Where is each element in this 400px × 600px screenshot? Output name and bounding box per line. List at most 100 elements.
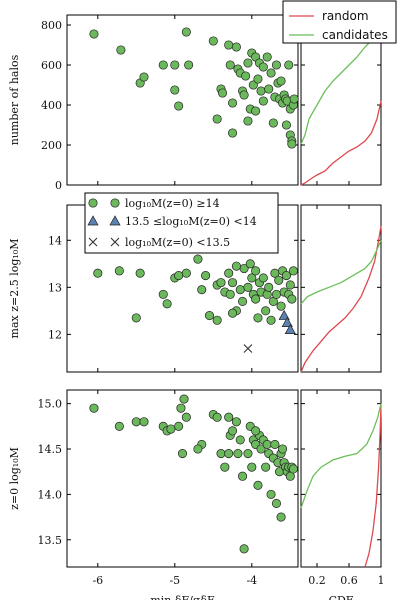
data-point bbox=[276, 76, 286, 86]
cdf-candidates-line bbox=[300, 240, 382, 305]
data-point bbox=[258, 96, 268, 106]
data-point bbox=[248, 80, 258, 90]
data-point bbox=[262, 52, 272, 62]
data-point bbox=[247, 273, 257, 283]
data-point bbox=[114, 421, 124, 431]
data-point bbox=[201, 271, 211, 281]
data-point bbox=[238, 471, 248, 481]
data-point bbox=[287, 139, 297, 149]
data-point bbox=[193, 444, 203, 454]
data-point bbox=[158, 289, 168, 299]
data-point bbox=[258, 273, 268, 283]
data-point bbox=[231, 42, 241, 52]
data-point bbox=[212, 315, 222, 325]
data-point bbox=[177, 448, 188, 459]
data-point bbox=[181, 27, 191, 37]
y-tick-label: 12 bbox=[48, 328, 62, 341]
data-point bbox=[261, 306, 271, 316]
legend-mass-label: log₁₀M(z=0) <13.5 bbox=[125, 236, 230, 249]
data-point bbox=[135, 268, 145, 278]
legend-cdf bbox=[282, 0, 397, 44]
data-point bbox=[170, 85, 180, 95]
y-tick-label: 14 bbox=[48, 234, 62, 247]
cdf-random-line bbox=[364, 403, 382, 568]
data-point bbox=[253, 313, 263, 323]
data-point bbox=[212, 412, 222, 422]
x-tick-label: -6 bbox=[92, 574, 103, 587]
data-point bbox=[225, 60, 235, 70]
data-point bbox=[89, 29, 99, 39]
data-point bbox=[253, 74, 263, 84]
triangle-point bbox=[278, 309, 290, 320]
data-point bbox=[276, 512, 286, 522]
x-tick-label: -4 bbox=[246, 574, 257, 587]
data-point bbox=[131, 417, 141, 427]
data-point bbox=[287, 294, 297, 304]
data-point bbox=[243, 58, 253, 68]
cdf-candidates-line bbox=[300, 26, 382, 145]
y-tick-label: 200 bbox=[41, 139, 62, 152]
data-point bbox=[289, 94, 299, 104]
data-point bbox=[158, 60, 168, 70]
data-point bbox=[174, 101, 184, 111]
y-tick-label: 0 bbox=[55, 179, 62, 192]
data-point bbox=[274, 275, 284, 285]
data-point bbox=[238, 296, 248, 306]
data-point bbox=[256, 444, 266, 454]
data-point bbox=[271, 289, 281, 299]
data-point bbox=[288, 464, 298, 474]
data-point bbox=[224, 268, 234, 278]
data-point bbox=[228, 128, 238, 138]
triangle-point bbox=[281, 316, 293, 327]
data-point bbox=[179, 394, 189, 404]
data-point bbox=[284, 60, 294, 70]
data-point bbox=[251, 106, 261, 116]
y-tick-label: 800 bbox=[41, 19, 62, 32]
data-point bbox=[181, 268, 191, 278]
data-point bbox=[281, 120, 291, 130]
data-point bbox=[271, 60, 281, 70]
y-tick-label: 600 bbox=[41, 59, 62, 72]
data-point bbox=[243, 448, 253, 459]
data-point bbox=[264, 282, 274, 292]
legend-mass bbox=[84, 192, 279, 254]
cdf-random-line bbox=[300, 100, 382, 186]
data-point bbox=[114, 266, 124, 276]
data-point bbox=[166, 424, 176, 434]
data-point bbox=[224, 40, 234, 50]
data-point bbox=[208, 36, 218, 46]
data-point bbox=[253, 480, 263, 490]
data-point bbox=[224, 412, 234, 422]
data-point bbox=[235, 285, 245, 295]
y-tick-label: 13 bbox=[48, 281, 62, 294]
data-point bbox=[216, 448, 226, 459]
data-point bbox=[224, 448, 234, 459]
legend-triangle-swatch bbox=[109, 215, 121, 226]
data-point bbox=[216, 278, 226, 288]
data-point bbox=[228, 278, 238, 288]
data-point bbox=[251, 266, 261, 276]
data-point bbox=[193, 254, 203, 264]
data-point bbox=[256, 86, 266, 96]
y-axis-label: max z=2.5 log₁₀M bbox=[8, 239, 21, 339]
y-tick-label: 13.5 bbox=[38, 534, 63, 547]
x-tick-label: -5 bbox=[169, 574, 180, 587]
data-point bbox=[231, 417, 241, 427]
data-point bbox=[162, 299, 172, 309]
data-point bbox=[245, 259, 255, 269]
data-point bbox=[204, 310, 214, 321]
legend-random-label: random bbox=[322, 9, 369, 23]
data-point bbox=[251, 294, 261, 304]
data-point bbox=[139, 72, 149, 82]
data-point bbox=[288, 266, 298, 276]
data-point bbox=[217, 88, 228, 98]
data-point bbox=[243, 282, 253, 292]
legend-cross-swatch bbox=[110, 237, 120, 247]
data-point bbox=[247, 462, 257, 472]
data-point bbox=[93, 268, 103, 278]
cdf-frame bbox=[300, 204, 382, 373]
legend-circle-swatch bbox=[88, 198, 98, 208]
cross-point bbox=[243, 344, 253, 353]
data-point bbox=[139, 417, 149, 427]
cdf-axis-label: CDF bbox=[329, 594, 354, 600]
